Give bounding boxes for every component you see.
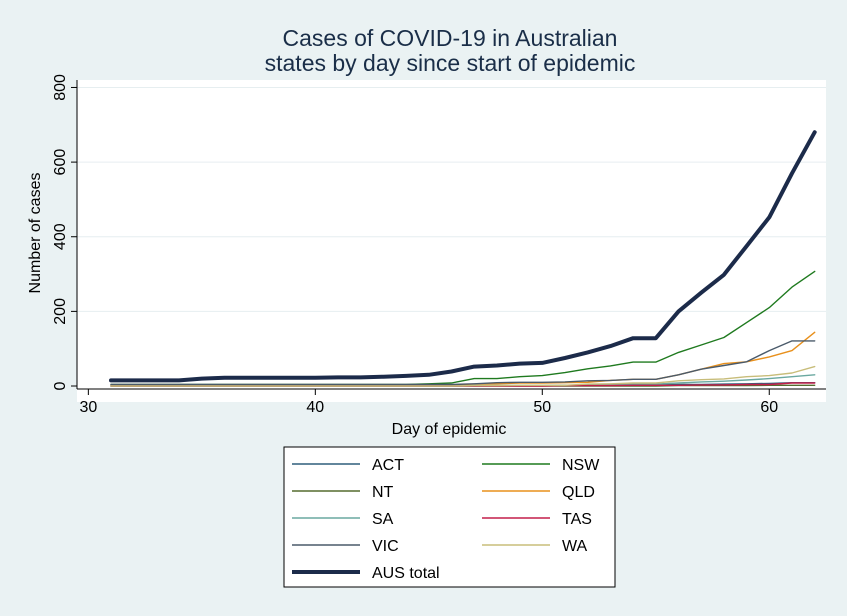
x-tick-label: 40 [306,399,324,416]
y-tick-label: 400 [52,223,69,250]
series-line-wa [110,365,816,387]
series-line-aus-total [109,130,817,383]
series-lines [109,130,817,387]
axes [76,80,826,390]
x-tick-label: 60 [760,399,778,416]
y-tick-label: 0 [52,381,69,390]
y-tick-label: 600 [52,149,69,176]
legend-label-wa: WA [562,538,588,555]
chart-title-line-2: states by day since start of epidemic [265,50,636,76]
y-axis-title: Number of cases [27,173,44,294]
legend-label-aus-total: AUS total [372,565,440,582]
chart-title-line-1: Cases of COVID-19 in Australian [283,25,618,51]
legend-box [283,446,616,588]
x-axis-title: Day of epidemic [392,421,507,438]
y-tick-label: 800 [52,74,69,101]
legend-label-nsw: NSW [562,457,600,474]
legend-label-qld: QLD [562,484,595,501]
legend-label-vic: VIC [372,538,399,555]
x-ticks: 30 40 50 60 [79,389,778,416]
legend: ACT NSW NT QLD SA TAS VIC WA AUS total [292,457,600,582]
gridlines [77,86,826,312]
plot-area [77,80,826,402]
x-tick-label: 30 [79,399,97,416]
legend-label-sa: SA [372,511,394,528]
y-tick-label: 200 [52,298,69,325]
legend-label-act: ACT [372,457,404,474]
legend-label-nt: NT [372,484,394,501]
series-line-vic [110,340,816,386]
legend-label-tas: TAS [562,511,592,528]
x-tick-label: 50 [533,399,551,416]
y-ticks: 0 200 400 600 800 [52,74,77,390]
